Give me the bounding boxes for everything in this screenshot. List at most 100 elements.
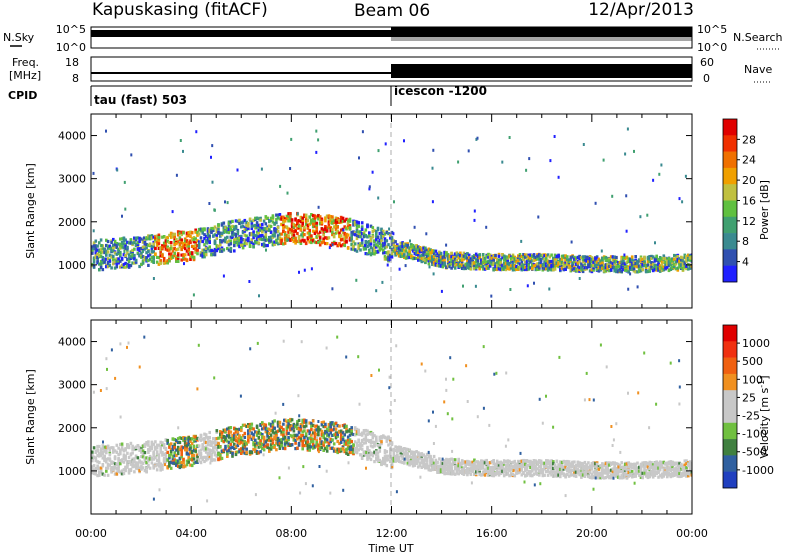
echo-cell — [245, 451, 248, 454]
scatter-echo-cell — [289, 167, 291, 170]
echo-cell — [273, 427, 276, 430]
colorbar-tick-label: 24 — [742, 154, 756, 167]
echo-cell — [319, 237, 322, 240]
echo-cell — [373, 444, 376, 447]
echo-cell — [179, 441, 182, 444]
echo-cell — [247, 439, 250, 442]
echo-cell — [216, 237, 219, 240]
echo-cell — [191, 251, 194, 254]
echo-cell — [161, 468, 164, 471]
colorbar-tick-label: 16 — [742, 194, 756, 207]
echo-cell — [105, 254, 108, 257]
cpid-label: CPID — [8, 89, 37, 102]
scatter-echo-cell — [290, 138, 292, 141]
scatter-echo-cell — [223, 275, 225, 278]
echo-cell — [379, 450, 382, 453]
scatter-echo-cell — [317, 138, 319, 141]
echo-cell — [156, 468, 159, 471]
echo-cell — [116, 444, 119, 447]
echo-cell — [305, 419, 308, 422]
echo-cell — [633, 267, 636, 270]
scatter-echo-cell — [474, 219, 476, 222]
echo-cell — [147, 264, 150, 267]
echo-cell — [354, 242, 357, 245]
echo-cell — [258, 436, 261, 439]
echo-cell — [166, 451, 169, 454]
scatter-echo-cell — [116, 169, 118, 172]
echo-cell — [121, 257, 124, 260]
y-tick-label: 2000 — [58, 216, 86, 229]
scatter-echo-cell — [409, 240, 411, 243]
scatter-echo-cell — [626, 230, 628, 233]
echo-cell — [219, 243, 222, 246]
echo-cell — [303, 429, 306, 432]
scatter-echo-cell — [362, 130, 364, 133]
power-echo-layer — [91, 128, 694, 298]
echo-cell — [361, 221, 364, 224]
echo-cell — [235, 226, 238, 229]
freq-label: Freq. — [12, 56, 39, 69]
echo-cell — [247, 225, 250, 228]
scatter-echo-cell — [624, 153, 626, 156]
scatter-echo-cell — [658, 173, 660, 176]
echo-cell — [308, 449, 311, 452]
echo-cell — [333, 442, 336, 445]
echo-cell — [291, 443, 294, 446]
echo-cell — [370, 240, 373, 243]
echo-cell — [368, 231, 371, 234]
echo-cell — [170, 241, 173, 244]
echo-cell — [103, 261, 106, 264]
echo-cell — [270, 231, 273, 234]
echo-cell — [177, 248, 180, 251]
echo-cell — [338, 425, 341, 428]
echo-cell — [259, 450, 262, 453]
echo-cell — [124, 455, 127, 458]
scatter-echo-cell — [445, 244, 447, 247]
echo-cell — [208, 234, 211, 237]
echo-cell — [114, 457, 117, 460]
colorbar-tick-label: 12 — [742, 215, 756, 228]
echo-cell — [142, 466, 145, 469]
echo-cell — [186, 449, 189, 452]
scatter-echo-cell — [629, 272, 631, 275]
echo-cell — [208, 431, 211, 434]
colorbar-swatch — [723, 233, 737, 250]
echo-cell — [366, 446, 369, 449]
echo-cell — [98, 461, 101, 464]
echo-cell — [554, 268, 557, 271]
scatter-echo-cell — [258, 294, 260, 297]
echo-cell — [244, 432, 247, 435]
echo-cell — [103, 474, 106, 477]
scatter-echo-cell — [332, 243, 334, 246]
scatter-echo-cell — [298, 271, 300, 274]
echo-cell — [230, 443, 233, 446]
echo-cell — [349, 228, 352, 231]
echo-cell — [102, 464, 105, 467]
scatter-echo-cell — [300, 233, 302, 236]
scatter-echo-cell — [627, 288, 629, 291]
echo-cell — [352, 245, 355, 248]
nsky-trace-second — [391, 27, 692, 37]
scatter-echo-cell — [315, 151, 317, 154]
echo-cell — [494, 254, 497, 257]
echo-cell — [249, 218, 252, 221]
echo-cell — [223, 248, 226, 251]
echo-cell — [177, 452, 180, 455]
echo-cell — [124, 469, 127, 472]
scatter-echo-cell — [393, 200, 395, 203]
cpid-segment-1: tau (fast) 503 — [94, 93, 187, 107]
echo-cell — [149, 467, 152, 470]
scatter-echo-cell — [595, 202, 597, 205]
echo-cell — [119, 451, 122, 454]
echo-cell — [166, 439, 169, 442]
echo-cell — [294, 442, 297, 445]
echo-cell — [158, 236, 161, 239]
echo-cell — [305, 432, 308, 435]
echo-cell — [96, 245, 99, 248]
echo-cell — [230, 426, 233, 429]
scatter-echo-cell — [279, 185, 281, 188]
scatter-echo-cell — [633, 150, 635, 153]
scatter-echo-cell — [121, 215, 123, 218]
